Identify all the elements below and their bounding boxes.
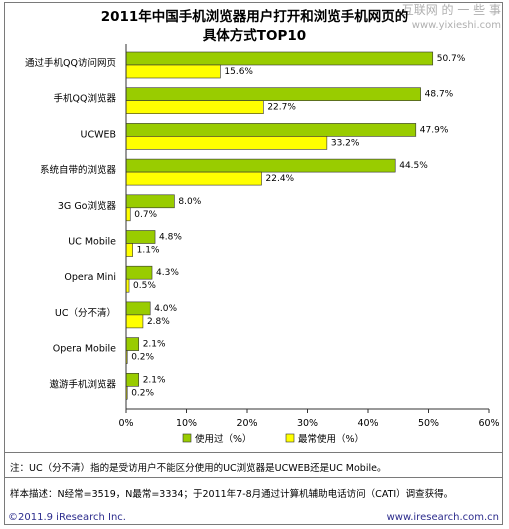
x-tick-label: 30%	[297, 418, 318, 429]
bar-used	[125, 123, 417, 137]
data-label: 2.1%	[143, 340, 166, 350]
data-label: 44.5%	[399, 161, 428, 171]
bar-most-used	[125, 136, 328, 150]
copyright: ©2011.9 iResearch Inc.	[8, 512, 126, 523]
bar-used	[125, 194, 175, 209]
bar-most-used	[125, 64, 221, 79]
bar-used	[125, 51, 434, 66]
website-link[interactable]: www.iresearch.com.cn	[386, 512, 499, 523]
divider-middle	[4, 477, 503, 478]
footnote-note: 注：UC（分不清）指的是受访用户不能区分使用的UC浏览器是UCWEB还是UC M…	[10, 463, 387, 474]
category-label: Opera Mobile	[53, 344, 116, 355]
data-label: 33.2%	[331, 138, 360, 148]
data-label: 2.1%	[143, 375, 166, 385]
bar-most-used	[125, 171, 262, 186]
data-label: 22.4%	[266, 174, 295, 184]
data-label: 0.2%	[131, 388, 154, 398]
bar-most-used	[125, 314, 144, 329]
bar-most-used	[125, 100, 264, 114]
data-label: 2.8%	[147, 317, 170, 327]
chart-subtitle: 具体方式TOP10	[202, 28, 307, 44]
data-label: 22.7%	[267, 103, 296, 113]
bar-most-used	[125, 207, 131, 222]
data-label: 48.7%	[425, 90, 454, 100]
data-label: 4.8%	[159, 233, 182, 243]
data-label: 8.0%	[178, 197, 201, 207]
chart-title: 2011年中国手机浏览器用户打开和浏览手机网页的	[100, 9, 409, 25]
bar-used	[125, 87, 421, 101]
x-tick-label: 10%	[176, 418, 197, 429]
data-label: 0.7%	[134, 210, 157, 220]
data-label: 4.3%	[156, 268, 179, 278]
x-tick-label: 0%	[118, 418, 133, 429]
legend-swatch	[182, 433, 192, 443]
category-label: Opera Mini	[64, 272, 116, 283]
bar-used	[125, 230, 156, 244]
category-label: 系统自带的浏览器	[40, 164, 117, 176]
data-label: 0.2%	[131, 353, 154, 363]
watermark: 互联网 的 一 些 事 www.yixieshi.com	[402, 2, 501, 34]
bar-used	[125, 301, 151, 316]
footnote-sample: 样本描述：N经常=3519，N最常=3334；于2011年7-8月通过计算机辅助…	[10, 489, 454, 500]
legend-swatch	[285, 433, 295, 443]
category-label: 遨游手机浏览器	[49, 378, 116, 390]
category-label: 3G Go浏览器	[58, 200, 117, 212]
data-label: 47.9%	[420, 125, 449, 135]
bar-used	[125, 372, 140, 387]
category-label: 手机QQ浏览器	[54, 93, 117, 105]
legend-label: 最常使用（%）	[298, 433, 364, 445]
category-label: UC（分不清）	[55, 307, 116, 319]
bar-used	[125, 265, 153, 280]
bar-chart: 50.7% 15.6% 48.7% 22.7% 47.9% 33.2% 44.5% 22.4%…	[25, 44, 500, 445]
bar-most-used	[125, 243, 133, 257]
data-label: 15.6%	[224, 67, 253, 77]
legend-label: 使用过（%）	[195, 433, 252, 445]
x-tick-label: 20%	[236, 418, 257, 429]
data-label: 1.1%	[137, 246, 160, 256]
bar-used	[125, 158, 396, 173]
divider-top	[4, 452, 503, 453]
category-label: UC Mobile	[68, 237, 116, 248]
watermark-text: 互联网 的 一 些 事	[401, 3, 501, 17]
bar-used	[125, 337, 140, 351]
x-tick-label: 40%	[357, 418, 378, 429]
category-label: 通过手机QQ访问网页	[25, 57, 116, 69]
data-label: 50.7%	[437, 54, 466, 64]
data-label: 0.5%	[133, 281, 156, 291]
data-label: 4.0%	[154, 304, 177, 314]
category-label: UCWEB	[81, 129, 117, 140]
x-tick-label: 50%	[418, 418, 439, 429]
watermark-url: www.yixieshi.com	[411, 20, 501, 31]
x-tick-label: 60%	[478, 418, 499, 429]
